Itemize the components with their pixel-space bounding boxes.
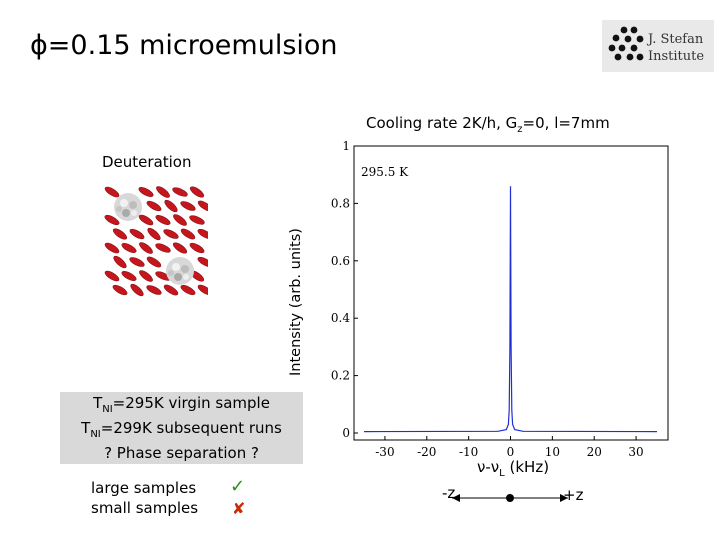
x-tick-label: 0 — [507, 445, 515, 459]
z-plus-label: +z — [563, 486, 584, 504]
molecule-ellipse — [197, 256, 208, 268]
sample-large: large samples — [91, 479, 197, 497]
sample-small: small samples — [91, 499, 199, 517]
molecule-ellipse — [113, 255, 127, 269]
info-prefix: T — [81, 419, 91, 437]
info-rest: =299K subsequent runs — [100, 419, 282, 437]
check-icon: ✓ — [230, 476, 246, 497]
info-line-subsequent: TNI=299K subsequent runs — [60, 419, 303, 444]
molecule-ellipse — [163, 229, 179, 239]
molecule-ellipse — [189, 215, 205, 225]
cross-icon: ✘ — [232, 499, 246, 518]
molecule-ellipse — [138, 187, 154, 197]
molecule-ellipse — [139, 242, 153, 254]
molecule-ellipse — [155, 215, 171, 225]
molecule-ellipse — [138, 214, 154, 226]
chart-title-main: Cooling rate 2K/h, G — [366, 114, 518, 132]
molecule-ellipse — [189, 242, 205, 254]
logo-line-2: Institute — [648, 49, 705, 64]
z-axis-arrow — [452, 494, 568, 502]
transition-info-box: TNI=295K virgin sample TNI=299K subseque… — [60, 392, 303, 464]
molecule-ellipse — [112, 228, 128, 240]
molecule-ellipse — [197, 284, 208, 296]
micelle-droplet-2 — [166, 257, 194, 285]
x-tick-label: -20 — [417, 445, 436, 459]
micelle-droplet-1 — [114, 193, 142, 221]
molecule-ellipse — [180, 284, 196, 296]
molecule-ellipse — [104, 186, 120, 198]
molecule-ellipse — [147, 227, 161, 241]
molecule-ellipse — [121, 243, 137, 253]
x-axis-label-unit: (kHz) — [504, 458, 550, 476]
molecule-ellipse — [146, 256, 162, 268]
logo-line-1: J. Stefan — [648, 32, 704, 47]
spectrum-series-line — [363, 186, 658, 433]
info-rest: =295K virgin sample — [112, 394, 270, 412]
molecule-ellipse — [173, 214, 187, 226]
chart-title-rest: =0, l=7mm — [522, 114, 610, 132]
x-tick-label: -10 — [459, 445, 478, 459]
x-axis-label-main: ν-ν — [477, 458, 500, 476]
info-prefix: T — [93, 394, 103, 412]
molecule-ellipse — [189, 186, 205, 198]
y-tick-label: 0.2 — [331, 369, 350, 383]
info-line-phase: ? Phase separation ? — [104, 444, 259, 462]
y-tick-label: 0.6 — [331, 254, 350, 268]
y-tick-label: 1 — [342, 139, 350, 153]
liquid-crystal-molecules-illustration — [104, 185, 208, 297]
molecule-ellipse — [104, 270, 120, 282]
chart-title: Cooling rate 2K/h, Gz=0, l=7mm — [366, 114, 610, 135]
x-tick-label: -30 — [375, 445, 394, 459]
info-sub: NI — [90, 429, 101, 440]
temperature-annotation: 295.5 K — [361, 165, 409, 179]
molecule-ellipse — [155, 243, 171, 253]
molecule-ellipse — [146, 200, 162, 212]
info-sub: NI — [102, 404, 113, 415]
x-axis-label-sub: L — [499, 468, 505, 479]
y-tick-label: 0.8 — [331, 196, 350, 210]
y-tick-label: 0 — [342, 426, 350, 440]
x-axis-label: ν-νL (kHz) — [477, 458, 549, 479]
info-line-virgin: TNI=295K virgin sample — [60, 394, 303, 419]
molecule-ellipse — [163, 284, 179, 296]
x-tick-label: 10 — [545, 445, 560, 459]
molecule-ellipse — [180, 228, 196, 240]
molecule-ellipse — [121, 271, 137, 281]
molecule-ellipse — [146, 285, 162, 295]
institute-logo-text: J. Stefan Institute — [648, 31, 704, 65]
molecule-ellipse — [172, 242, 188, 254]
z-minus-label: -z — [442, 484, 456, 502]
deuteration-label: Deuteration — [102, 153, 192, 171]
molecule-ellipse — [130, 283, 144, 297]
sample-list: large samples small samples — [91, 478, 198, 518]
molecule-ellipse — [197, 228, 208, 240]
molecule-ellipse — [156, 186, 170, 198]
molecule-ellipse — [104, 214, 120, 226]
molecule-ellipse — [129, 228, 145, 240]
molecule-ellipse — [172, 187, 188, 197]
molecule-ellipse — [197, 200, 208, 212]
x-tick-label: 30 — [628, 445, 643, 459]
x-tick-label: 20 — [587, 445, 602, 459]
y-tick-label: 0.4 — [331, 311, 350, 325]
molecule-ellipse — [104, 242, 120, 254]
chart-title-sub: z — [517, 124, 523, 135]
molecule-ellipse — [180, 201, 196, 211]
molecule-ellipse — [129, 257, 145, 267]
slide-title: ϕ=0.15 microemulsion — [30, 30, 338, 61]
molecule-ellipse — [164, 199, 178, 213]
institute-logo-mark — [608, 26, 644, 61]
molecule-ellipse — [112, 284, 128, 296]
molecule-ellipse — [139, 270, 153, 282]
